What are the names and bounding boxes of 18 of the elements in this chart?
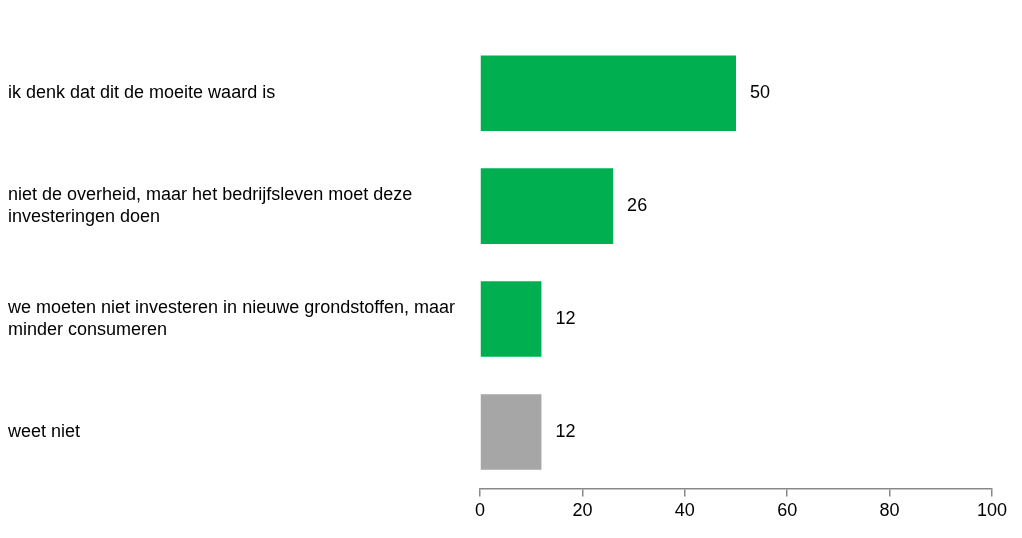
- x-tick-label: 20: [572, 500, 593, 521]
- y-tick-label: niet de overheid, maar het bedrijfsleven moet deze investeringen doen: [8, 184, 413, 226]
- x-tick-label: 60: [777, 500, 798, 521]
- data-label: 50: [750, 82, 771, 103]
- y-tick-label: ik denk dat dit de moeite waard is: [8, 82, 276, 103]
- y-tick-label: we moeten niet investeren in nieuwe grondstoffen, maar minder consumeren: [7, 297, 455, 339]
- bar: [480, 55, 736, 132]
- data-label: 12: [555, 308, 576, 329]
- bar: [480, 394, 542, 470]
- x-tick-label: 40: [674, 500, 695, 521]
- bar: [480, 168, 614, 244]
- data-label: 26: [627, 195, 648, 216]
- data-label: 12: [555, 420, 576, 441]
- x-tick-label: 80: [879, 500, 900, 521]
- bar: [480, 281, 542, 357]
- x-tick-label: 100: [976, 500, 1008, 521]
- x-tick-label: 0: [474, 500, 486, 521]
- y-tick-label: weet niet: [7, 420, 81, 441]
